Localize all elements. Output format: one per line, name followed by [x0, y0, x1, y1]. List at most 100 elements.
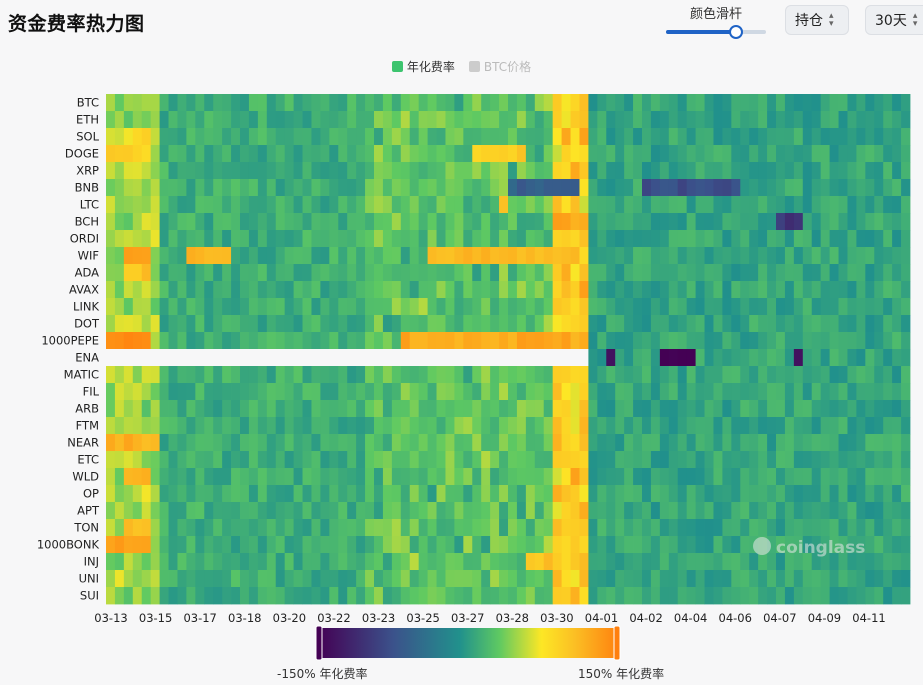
color-slider-thumb[interactable] [729, 25, 743, 39]
heatmap-cell [463, 111, 473, 129]
heatmap-cell [677, 519, 688, 537]
heatmap-cell [525, 315, 536, 333]
heatmap-cell [776, 349, 786, 367]
heatmap-cell [525, 162, 536, 180]
heatmap-cell [463, 485, 473, 503]
heatmap-cell [901, 553, 911, 571]
heatmap-cell [409, 502, 420, 520]
heatmap-cell [677, 128, 688, 146]
heatmap-cell [365, 400, 375, 418]
heatmap-cell [642, 332, 652, 350]
heatmap-cell [552, 570, 562, 588]
heatmap-cell [374, 213, 384, 231]
heatmap-cell [293, 349, 303, 367]
heatmap-cell [427, 349, 437, 367]
heatmap-cell [382, 570, 393, 588]
heatmap-cell [159, 570, 169, 588]
heatmap-cell [847, 230, 857, 248]
heatmap-cell [722, 519, 732, 537]
heatmap-cell [311, 485, 321, 503]
heatmap-cell [561, 485, 571, 503]
heatmap-cell [141, 230, 152, 248]
heatmap-cell [695, 502, 705, 520]
heatmap-cell [847, 264, 857, 282]
heatmap-cell [874, 94, 884, 112]
heatmap-cell [642, 536, 652, 554]
heatmap-cell [704, 553, 714, 571]
heatmap-cell [793, 315, 804, 333]
heatmap-cell [204, 451, 214, 469]
heatmap-cell [856, 519, 866, 537]
type-select[interactable]: 持仓 ▴ ▾ [785, 5, 849, 35]
heatmap-cell [597, 468, 607, 486]
heatmap-cell [195, 196, 205, 214]
heatmap-cell [588, 264, 598, 282]
heatmap-cell [490, 298, 500, 316]
range-select[interactable]: 30天 ▴ ▾ [865, 5, 923, 35]
heatmap-cell [454, 298, 464, 316]
heatmap-cell [731, 502, 741, 520]
heatmap-cell [123, 298, 134, 316]
heatmap-cell [418, 230, 428, 248]
heatmap-cell [141, 417, 152, 435]
heatmap-cell [686, 570, 696, 588]
heatmap-cell [811, 145, 822, 163]
heatmap-cell [418, 519, 428, 537]
heatmap-cell [195, 315, 205, 333]
heatmap-cell [481, 128, 491, 146]
heatmap-cell [811, 570, 822, 588]
heatmap-cell [606, 145, 616, 163]
color-slider[interactable]: 颜色滑杆 [662, 2, 770, 39]
heatmap-cell [892, 417, 902, 435]
heatmap-cell [561, 247, 571, 265]
legend-item-btc-price[interactable]: BTC价格 [468, 58, 531, 75]
heatmap-cell [257, 485, 268, 503]
heatmap-cell [195, 587, 205, 605]
heatmap-cell [695, 111, 705, 129]
heatmap-cell [668, 145, 679, 163]
heatmap-cell [114, 434, 125, 452]
heatmap-cell [427, 587, 437, 605]
heatmap-cell [588, 298, 598, 316]
heatmap-cell [391, 230, 402, 248]
heatmap-cell [650, 400, 661, 418]
heatmap-cell [561, 213, 571, 231]
legend-item-funding[interactable]: 年化费率 [391, 58, 455, 75]
heatmap-cell [695, 281, 705, 299]
heatmap-cell [793, 434, 804, 452]
heatmap-cell [588, 570, 598, 588]
heatmap-cell [901, 536, 911, 554]
heatmap-cell [365, 553, 375, 571]
heatmap-cell [266, 502, 277, 520]
heatmap-cell [266, 332, 277, 350]
heatmap-cell [650, 196, 661, 214]
heatmap-cell [606, 553, 616, 571]
heatmap-cell [767, 179, 777, 197]
heatmap-cell [150, 434, 160, 452]
heatmap-cell [534, 366, 545, 384]
heatmap-cell [436, 264, 446, 282]
heatmap-cell [302, 434, 312, 452]
heatmap-cell [516, 502, 527, 520]
heatmap-cell [293, 400, 303, 418]
heatmap-cell [472, 315, 482, 333]
heatmap-cell [847, 179, 857, 197]
heatmap-cell [463, 128, 473, 146]
heatmap-cell [240, 179, 250, 197]
heatmap-cell [240, 94, 250, 112]
heatmap-cell [132, 128, 143, 146]
heatmap-cell [409, 519, 420, 537]
heatmap-cell [624, 230, 634, 248]
heatmap-cell [365, 162, 375, 180]
heatmap-cell [445, 485, 455, 503]
heatmap-cell [356, 502, 366, 520]
heatmap-cell [213, 281, 223, 299]
heatmap-cell [570, 349, 580, 367]
heatmap-cell [874, 366, 884, 384]
heatmap-cell [240, 213, 250, 231]
color-slider-track[interactable] [666, 25, 766, 39]
heatmap-cell [204, 128, 214, 146]
heatmap-cell [668, 519, 679, 537]
heatmap-cell [749, 145, 759, 163]
heatmap-cell [776, 213, 786, 231]
